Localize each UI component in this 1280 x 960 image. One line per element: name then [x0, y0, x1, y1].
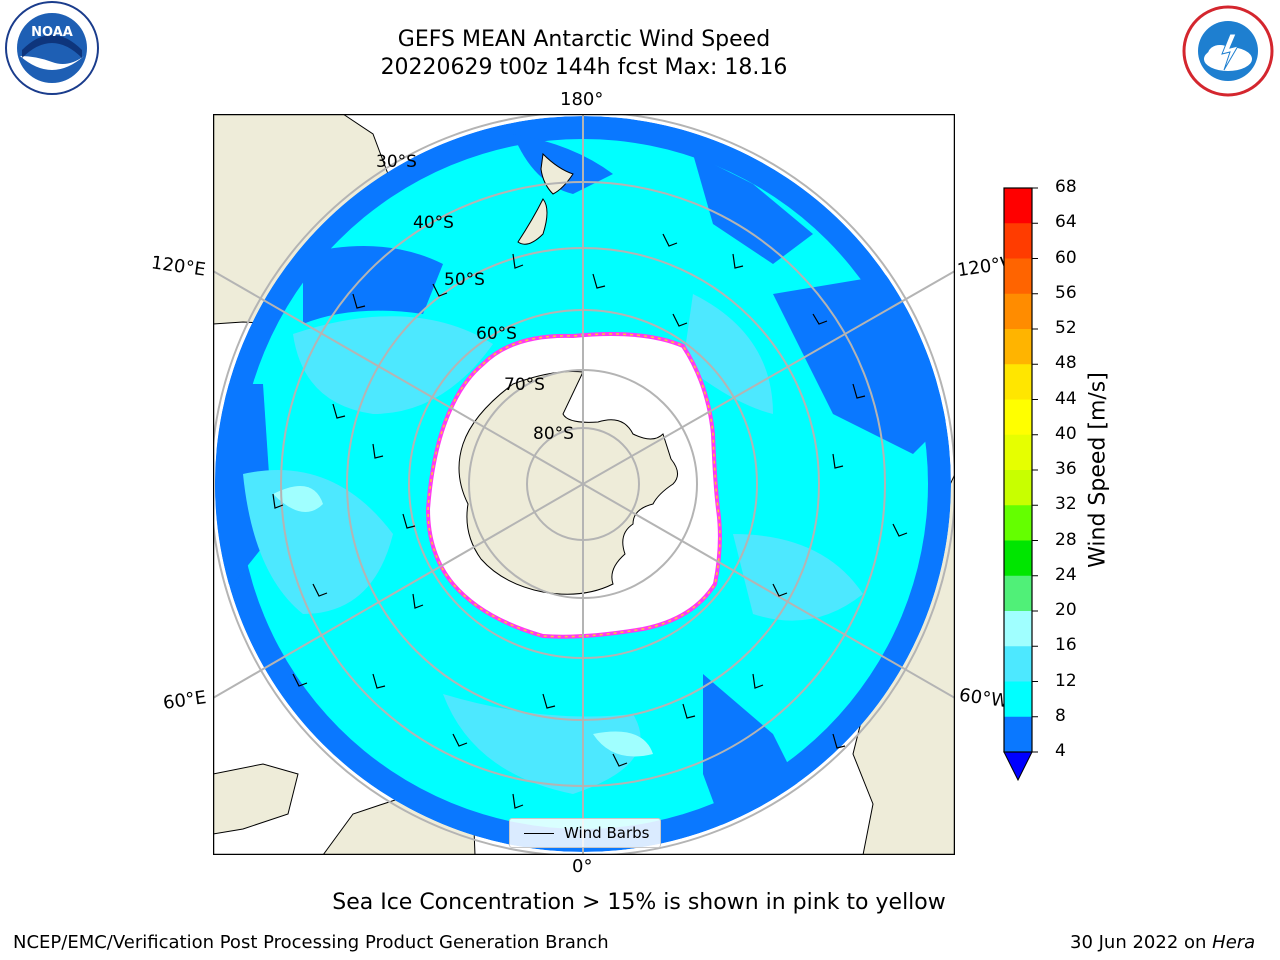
colorbar-tick-label: 56	[1055, 282, 1077, 303]
colorbar	[1003, 187, 1038, 782]
map-subtitle: 20220629 t00z 144h fcst Max: 18.16	[380, 55, 788, 80]
noaa-logo: NOAA	[5, 1, 99, 95]
colorbar-tick-label: 4	[1055, 741, 1066, 761]
colorbar-tick-label: 64	[1055, 212, 1077, 233]
footer-date-text: 30 Jun 2022 on	[1070, 932, 1213, 953]
colorbar-tick-label: 48	[1055, 353, 1077, 374]
colorbar-segment	[1004, 364, 1032, 400]
lat-label-40s: 40°S	[413, 213, 454, 233]
colorbar-tick-label: 8	[1055, 705, 1066, 726]
antarctica-landmass	[458, 371, 678, 595]
colorbar-segment	[1004, 505, 1032, 541]
colorbar-segment	[1004, 399, 1032, 436]
colorbar-segment	[1004, 223, 1032, 259]
footer-host: Hera	[1212, 932, 1256, 953]
colorbar-segment	[1004, 329, 1032, 365]
colorbar-segment	[1004, 293, 1032, 330]
nws-logo	[1182, 5, 1274, 97]
colorbar-segment	[1004, 540, 1032, 577]
footer-date: 30 Jun 2022 on Hera	[1070, 932, 1255, 953]
colorbar-segment	[1004, 681, 1032, 718]
legend-line-swatch	[524, 832, 554, 834]
colorbar-segment	[1004, 470, 1032, 506]
footer-branch: NCEP/EMC/Verification Post Processing Pr…	[13, 932, 609, 953]
colorbar-tick-label: 28	[1055, 529, 1077, 550]
colorbar-tick-label: 24	[1055, 564, 1077, 585]
wind-barbs	[272, 233, 908, 809]
legend-label: Wind Barbs	[564, 824, 650, 842]
lon-label-120e: 120°E	[149, 252, 207, 281]
colorbar-tick-label: 52	[1055, 318, 1077, 338]
polar-map	[213, 114, 955, 855]
colorbar-tick-label: 12	[1055, 670, 1077, 691]
lat-label-70s: 70°S	[504, 375, 545, 395]
sea-ice-note: Sea Ice Concentration > 15% is shown in …	[332, 890, 946, 915]
lon-label-180: 180°	[560, 89, 604, 110]
lat-label-50s: 50°S	[444, 270, 485, 290]
colorbar-segment	[1004, 611, 1032, 647]
map-legend: Wind Barbs	[509, 818, 661, 848]
colorbar-tick-label: 68	[1055, 177, 1077, 197]
lon-label-0: 0°	[572, 856, 593, 877]
colorbar-tick-label: 40	[1055, 423, 1077, 444]
colorbar-tick-label: 32	[1055, 494, 1077, 515]
colorbar-tick-label: 16	[1055, 635, 1077, 656]
colorbar-segment	[1004, 575, 1032, 612]
colorbar-segment	[1004, 258, 1032, 295]
lat-label-30s: 30°S	[376, 152, 417, 172]
svg-text:NOAA: NOAA	[31, 25, 73, 40]
colorbar-tick-label: 20	[1055, 600, 1077, 620]
colorbar-segment	[1004, 434, 1032, 471]
colorbar-tick-label: 36	[1055, 459, 1077, 479]
colorbar-segment	[1004, 716, 1032, 753]
colorbar-tick-label: 60	[1055, 247, 1077, 268]
colorbar-title: Wind Speed [m/s]	[1085, 372, 1111, 568]
madagascar-landmass	[213, 763, 299, 835]
colorbar-segment	[1004, 646, 1032, 682]
colorbar-under-arrow	[1003, 751, 1033, 782]
colorbar-tick-label: 44	[1055, 388, 1077, 409]
map-title: GEFS MEAN Antarctic Wind Speed	[397, 27, 771, 52]
lat-label-80s: 80°S	[533, 424, 574, 444]
new-zealand-landmass	[517, 152, 574, 245]
lat-label-60s: 60°S	[476, 324, 517, 344]
lon-label-60e: 60°E	[161, 687, 208, 714]
colorbar-segment	[1004, 188, 1032, 224]
